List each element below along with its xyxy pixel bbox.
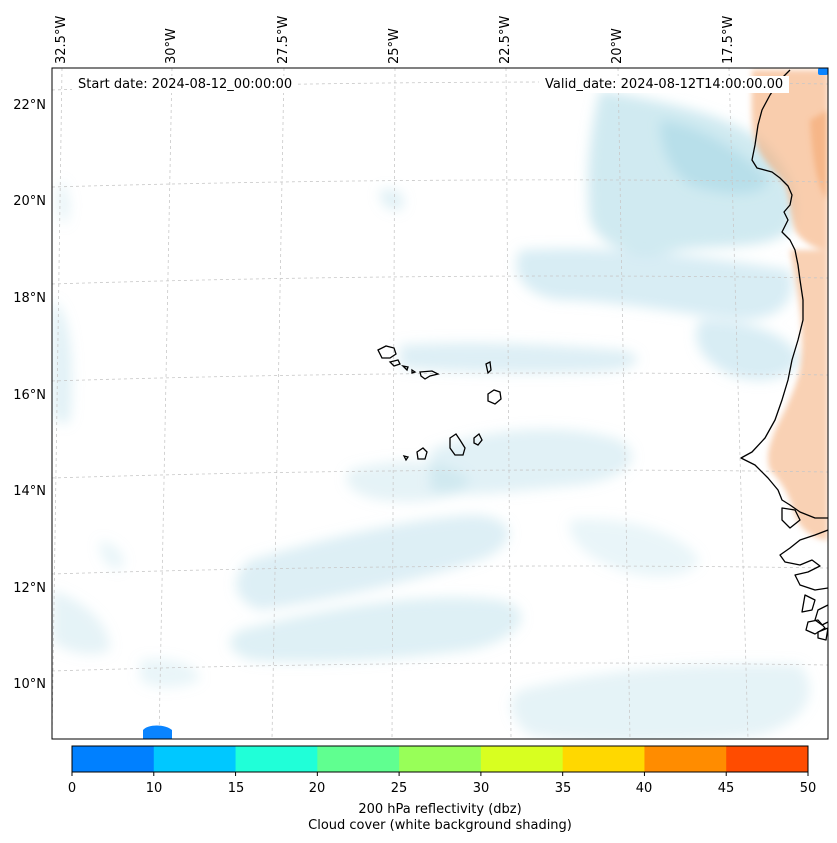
colorbar-tick: 0 [67, 781, 77, 796]
cape-verde-islands [377, 345, 502, 462]
colorbar-tick: 50 [799, 781, 817, 796]
lat-label-14n: 14°N [13, 484, 46, 499]
colorbar-swatch [235, 746, 318, 772]
start-date-label: Start date: 2024-08-12_00:00:00 [72, 76, 299, 93]
colorbar-swatch [153, 746, 237, 772]
lon-label-20w: 20°W [610, 28, 625, 64]
colorbar-tick: 45 [717, 781, 735, 796]
lon-label-27-5w: 27.5°W [276, 15, 291, 64]
colorbar-label: 200 hPa reflectivity (dbz) [358, 802, 522, 817]
colorbar-tick: 40 [635, 781, 653, 796]
lat-label-10n: 10°N [13, 677, 46, 692]
valid-date-label: Valid_date: 2024-08-12T14:00:00.00 [539, 76, 790, 93]
colorbar-swatch [399, 746, 482, 772]
colorbar-tick: 15 [227, 781, 245, 796]
coastline [740, 69, 828, 641]
colorbar-swatch [480, 746, 564, 772]
reflectivity-echoes [143, 68, 828, 739]
lon-label-30w: 30°W [164, 28, 179, 64]
colorbar-swatch [726, 746, 809, 772]
colorbar [71, 745, 809, 776]
lat-label-18n: 18°N [13, 291, 46, 306]
lat-label-16n: 16°N [13, 388, 46, 403]
lon-label-32-5w: 32.5°W [54, 15, 69, 64]
colorbar-sublabel: Cloud cover (white background shading) [308, 818, 572, 833]
colorbar-tick: 30 [472, 781, 490, 796]
lat-label-12n: 12°N [13, 581, 46, 596]
lon-label-25w: 25°W [387, 28, 402, 64]
colorbar-tick: 10 [145, 781, 163, 796]
cloud-cover-shading [52, 90, 810, 739]
land-shading [751, 70, 828, 540]
colorbar-tick: 25 [390, 781, 408, 796]
colorbar-swatch [644, 746, 727, 772]
lat-label-22n: 22°N [13, 98, 46, 113]
colorbar-swatch [317, 746, 400, 772]
colorbar-tick: 20 [308, 781, 326, 796]
colorbar-frame [71, 745, 809, 773]
map-frame [51, 67, 829, 740]
lat-label-20n: 20°N [13, 194, 46, 209]
colorbar-swatch [72, 746, 155, 772]
colorbar-tick: 35 [554, 781, 572, 796]
colorbar-swatch [562, 746, 645, 772]
lon-label-17-5w: 17.5°W [721, 15, 736, 64]
lon-label-22-5w: 22.5°W [498, 15, 513, 64]
